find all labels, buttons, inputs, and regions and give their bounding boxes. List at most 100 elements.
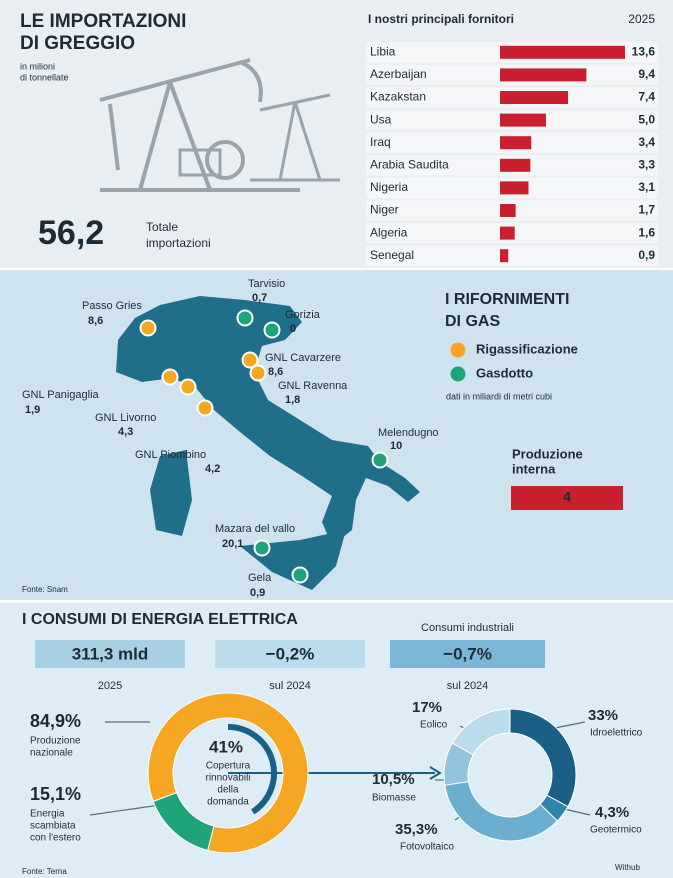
- bar-category: Azerbaijan: [370, 67, 427, 81]
- pumpjack-illustration: [99, 58, 340, 192]
- gas-point: [371, 451, 389, 469]
- box-heading: Consumi industriali: [421, 622, 514, 634]
- bar-title: I nostri principali fornitori: [368, 12, 514, 26]
- center-text: Copertura: [206, 761, 251, 772]
- bar-category: Kazakstan: [370, 90, 426, 104]
- gas-point-name: GNL Panigaglia: [22, 389, 100, 401]
- oil-title: LE IMPORTAZIONI: [20, 11, 186, 32]
- production-title: interna: [512, 461, 556, 476]
- bar: [500, 113, 546, 127]
- gas-point-value: 0: [290, 323, 296, 335]
- center-text: rinnovabili: [205, 773, 250, 784]
- oil-total-label: Totale: [146, 220, 178, 234]
- bar-value: 5,0: [638, 112, 655, 126]
- row-band: [366, 245, 658, 266]
- production-value: 4: [563, 489, 571, 505]
- renewable-arc: [227, 724, 277, 815]
- gas-point: [179, 378, 197, 396]
- donut-category: Idroelettrico: [590, 728, 643, 739]
- bar-value: 9,4: [638, 67, 655, 81]
- gas-point-value: 4,2: [205, 463, 220, 475]
- bar-category: Nigeria: [370, 180, 408, 194]
- gas-source: Fonte: Snam: [22, 585, 68, 594]
- donut-value-label: 10,5%: [372, 771, 415, 788]
- bar: [500, 45, 625, 59]
- gas-point-name: GNL Piombino: [135, 449, 206, 461]
- gas-note: dati in miliardi di metri cubi: [446, 391, 552, 401]
- bar-category: Usa: [370, 112, 392, 126]
- connector-lines: [89, 721, 591, 821]
- gas-point-name: Gela: [248, 572, 272, 584]
- oil-title: DI GREGGIO: [20, 33, 135, 54]
- gas-title: I RIFORNIMENTI: [445, 291, 569, 308]
- donut-value-label: 84,9%: [30, 711, 81, 731]
- gas-point-value: 1,8: [285, 394, 300, 406]
- center-value-label: 41%: [209, 737, 243, 756]
- bar: [500, 68, 587, 82]
- gas-point-name: GNL Livorno: [95, 412, 156, 424]
- gas-point-name: Melendugno: [378, 427, 439, 439]
- bar-category: Algeria: [370, 225, 408, 239]
- bar-category: Arabia Saudita: [370, 157, 449, 171]
- gas-point: [196, 399, 214, 417]
- kpi-box: [215, 640, 365, 668]
- kpi-box: [35, 640, 185, 668]
- bar: [500, 181, 529, 195]
- gas-point: [249, 364, 267, 382]
- production-title: Produzione: [512, 446, 583, 461]
- bar-subtitle: 2025: [628, 12, 655, 26]
- center-text: della: [217, 785, 239, 796]
- bar-category: Libia: [370, 44, 396, 58]
- bar: [500, 136, 532, 150]
- donut-category: Biomasse: [372, 793, 416, 804]
- bar-value: 1,6: [638, 225, 655, 239]
- legend-label: Gasdotto: [476, 365, 533, 380]
- gas-point: [253, 539, 271, 557]
- bar-value: 3,1: [638, 180, 655, 194]
- donut-category: Energia: [30, 809, 65, 820]
- kpi-value: 311,3 mld: [72, 644, 149, 663]
- bar: [500, 204, 516, 217]
- production-box: [511, 486, 623, 510]
- oil-total: 56,2: [38, 214, 104, 252]
- kpi-caption: sul 2024: [269, 680, 311, 692]
- gas-point-value: 4,3: [118, 426, 133, 438]
- gas-point: [236, 309, 254, 327]
- center-text: domanda: [207, 797, 249, 808]
- bar-category: Senegal: [370, 248, 414, 262]
- donut-value-label: 17%: [412, 699, 442, 716]
- bar-category: Niger: [370, 203, 399, 217]
- donut-category: Geotermico: [590, 825, 642, 836]
- gas-point: [161, 368, 179, 386]
- legend-swatch: [450, 366, 466, 382]
- kpi-caption: 2025: [98, 680, 122, 692]
- donut-segment: [147, 692, 309, 854]
- bar-value: 0,9: [638, 248, 655, 262]
- donut-category: nazionale: [30, 748, 73, 759]
- bar-value: 13,6: [632, 44, 656, 58]
- oil-unit: in milioni: [20, 61, 55, 71]
- bar: [500, 158, 531, 172]
- donut-value-label: 35,3%: [395, 821, 438, 838]
- bar-value: 3,4: [638, 135, 655, 149]
- gas-point-value: 1,9: [25, 404, 40, 416]
- electric-title: I CONSUMI DI ENERGIA ELETTRICA: [22, 611, 298, 628]
- gas-point-value: 0,9: [250, 587, 265, 599]
- gas-point-value: 20,1: [222, 538, 243, 550]
- legend-swatch: [450, 342, 466, 358]
- bar: [500, 91, 569, 104]
- donut-value-label: 33%: [588, 707, 618, 724]
- donut-segment: [152, 791, 215, 851]
- bar: [500, 226, 515, 240]
- gas-point-value: 8,6: [88, 315, 103, 327]
- gas-point-value: 8,6: [268, 366, 283, 378]
- kpi-value: −0,2%: [266, 644, 315, 663]
- bar-value: 3,3: [638, 157, 655, 171]
- oil-total-label: importazioni: [146, 236, 211, 250]
- donut-category: Eolico: [420, 720, 448, 731]
- donut-category: Fotovoltaico: [400, 842, 454, 853]
- electric-source: Fonte: Terna: [22, 867, 67, 876]
- gas-point-name: Gorizia: [285, 309, 321, 321]
- donut-category: scambiata: [30, 821, 76, 832]
